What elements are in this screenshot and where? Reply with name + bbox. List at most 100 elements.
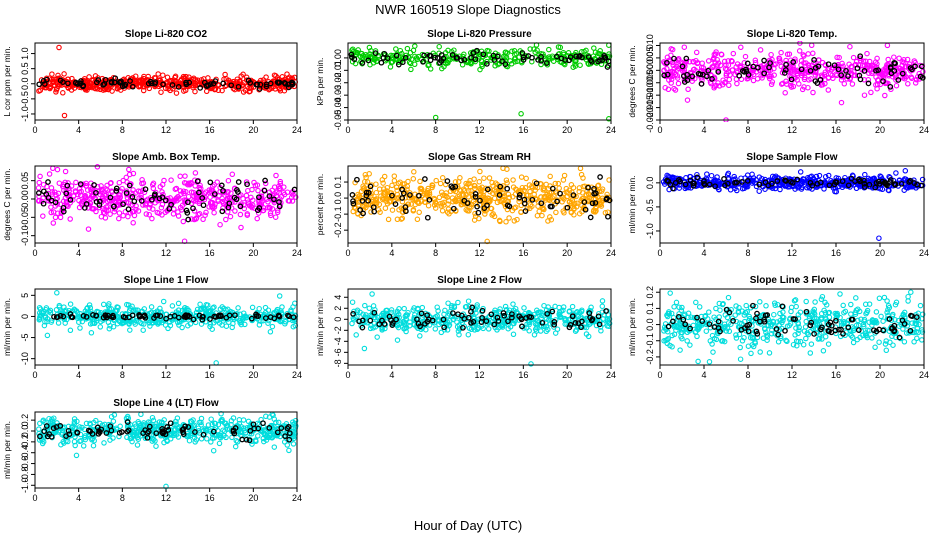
x-tick-label: 0 bbox=[657, 248, 662, 258]
data-point bbox=[424, 318, 431, 325]
data-point bbox=[555, 44, 562, 50]
data-point bbox=[215, 87, 222, 94]
data-point bbox=[381, 173, 388, 180]
data-point bbox=[404, 45, 411, 52]
data-point bbox=[357, 53, 364, 60]
data-point bbox=[224, 195, 231, 202]
data-point bbox=[672, 87, 679, 93]
data-point bbox=[413, 55, 420, 61]
x-tick-label: 8 bbox=[120, 370, 125, 380]
data-point bbox=[130, 220, 136, 226]
data-point bbox=[543, 181, 549, 188]
data-point bbox=[532, 49, 538, 55]
data-point bbox=[351, 317, 357, 323]
data-point bbox=[172, 186, 179, 192]
y-tick-label: -0.2 bbox=[645, 349, 655, 365]
data-point bbox=[135, 188, 142, 194]
data-point bbox=[232, 312, 238, 319]
data-point bbox=[185, 193, 192, 200]
data-point bbox=[509, 314, 515, 321]
data-point bbox=[539, 319, 546, 326]
data-point bbox=[226, 77, 232, 84]
data-point bbox=[574, 200, 580, 206]
data-point bbox=[457, 175, 463, 181]
data-point bbox=[96, 204, 103, 211]
data-point bbox=[399, 50, 405, 57]
data-point bbox=[190, 316, 197, 323]
data-point bbox=[49, 71, 55, 77]
data-point bbox=[235, 83, 242, 90]
y-axis-label: degrees C per min. bbox=[2, 168, 12, 240]
data-point bbox=[368, 190, 375, 197]
data-point bbox=[47, 309, 54, 316]
data-point bbox=[799, 180, 805, 186]
x-tick-label: 20 bbox=[875, 370, 885, 380]
data-point bbox=[890, 342, 896, 348]
data-point bbox=[891, 68, 898, 74]
data-point bbox=[461, 51, 467, 58]
data-point bbox=[50, 209, 57, 215]
data-point bbox=[509, 48, 515, 55]
data-point bbox=[479, 307, 486, 314]
data-point bbox=[400, 190, 407, 197]
data-point bbox=[198, 306, 204, 313]
data-point bbox=[679, 304, 685, 311]
outlier-point bbox=[62, 168, 69, 175]
x-tick-label: 16 bbox=[831, 125, 841, 135]
data-point bbox=[386, 199, 393, 205]
data-point bbox=[725, 183, 732, 189]
data-point bbox=[502, 61, 509, 68]
data-point bbox=[526, 321, 532, 328]
data-point bbox=[807, 174, 814, 180]
data-point bbox=[561, 210, 567, 216]
data-point bbox=[753, 177, 759, 183]
data-point bbox=[372, 50, 379, 56]
data-point bbox=[150, 206, 156, 212]
data-point bbox=[389, 182, 395, 189]
data-point bbox=[140, 87, 147, 94]
data-point bbox=[520, 57, 527, 63]
data-point bbox=[519, 50, 526, 56]
data-point bbox=[576, 188, 582, 195]
data-point bbox=[362, 302, 368, 309]
data-point bbox=[74, 309, 81, 316]
data-point bbox=[551, 321, 558, 328]
data-point bbox=[438, 329, 445, 336]
data-point bbox=[420, 58, 426, 65]
data-point bbox=[196, 211, 203, 217]
data-point bbox=[210, 183, 216, 189]
data-point bbox=[444, 194, 450, 200]
data-point bbox=[400, 318, 407, 325]
data-point bbox=[750, 77, 757, 84]
data-point bbox=[878, 313, 884, 320]
data-point bbox=[521, 305, 527, 311]
data-point bbox=[378, 59, 385, 66]
data-point bbox=[503, 219, 509, 225]
plot-frame bbox=[34, 288, 298, 366]
figure-title: NWR 160519 Slope Diagnostics bbox=[375, 2, 561, 17]
data-point bbox=[499, 58, 505, 65]
data-point bbox=[859, 62, 866, 69]
data-point bbox=[93, 313, 100, 319]
data-point bbox=[715, 69, 722, 75]
data-point bbox=[803, 335, 809, 342]
data-point bbox=[417, 178, 423, 185]
data-point bbox=[148, 304, 155, 310]
data-point bbox=[265, 204, 271, 211]
data-point bbox=[191, 216, 198, 223]
data-point bbox=[472, 213, 479, 220]
data-point bbox=[391, 178, 398, 184]
outlier-point bbox=[876, 235, 882, 241]
data-point bbox=[445, 201, 451, 207]
x-tick-label: 12 bbox=[787, 370, 797, 380]
data-point bbox=[77, 192, 84, 199]
data-point bbox=[370, 196, 376, 203]
data-point bbox=[581, 324, 588, 330]
data-point bbox=[841, 81, 848, 87]
data-point bbox=[510, 177, 516, 183]
data-point bbox=[518, 315, 524, 321]
data-point bbox=[182, 305, 188, 311]
data-point bbox=[440, 55, 447, 62]
data-point bbox=[905, 81, 911, 87]
data-point bbox=[380, 310, 386, 317]
